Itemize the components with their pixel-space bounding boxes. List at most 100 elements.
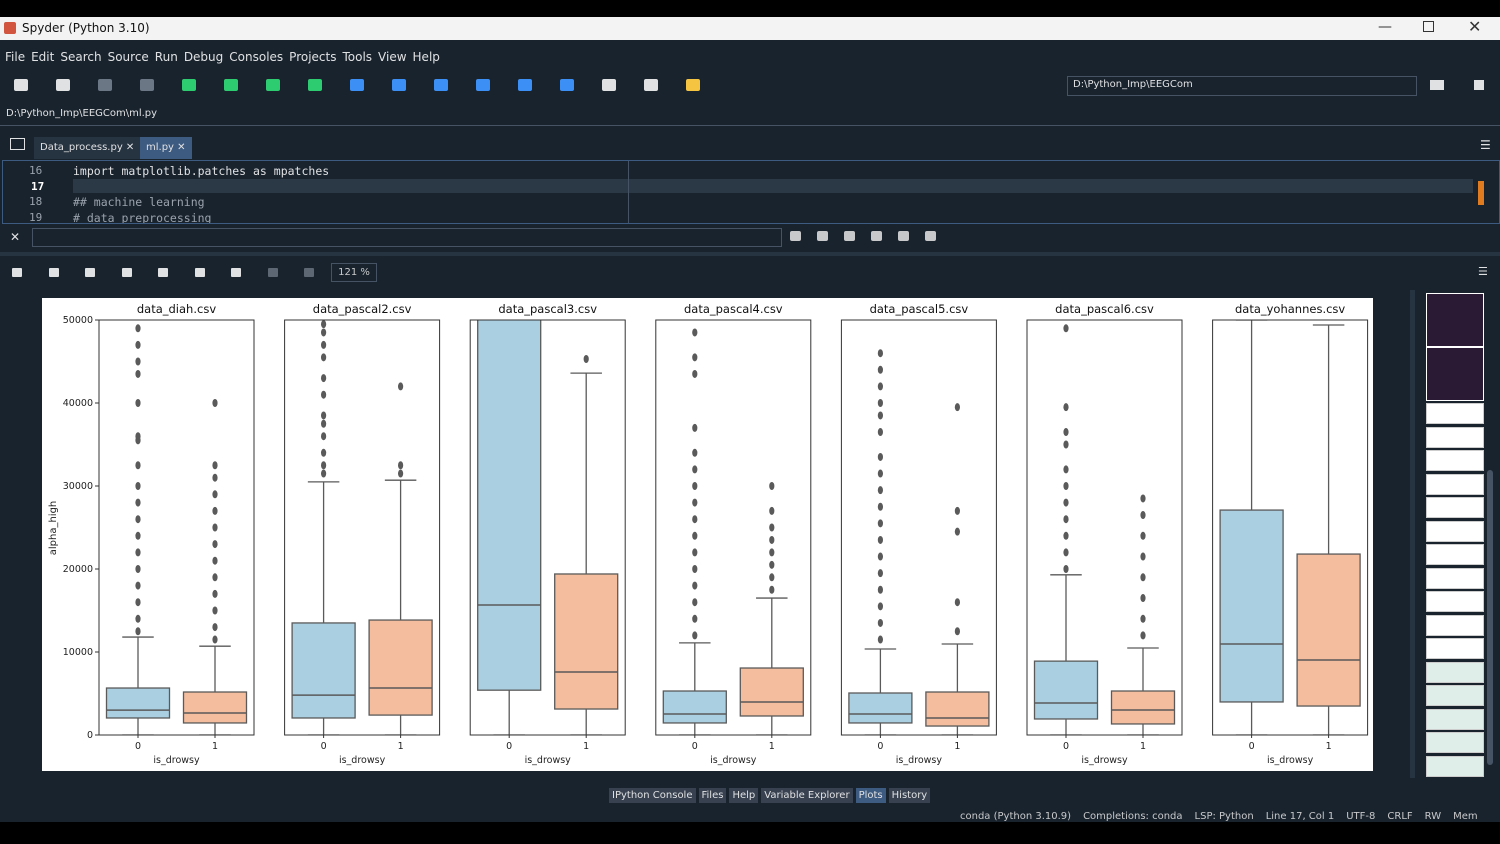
tool-icon[interactable]	[266, 79, 280, 91]
pane-tab[interactable]: Files	[698, 788, 727, 803]
tool-icon[interactable]	[98, 79, 112, 91]
parent-icon[interactable]	[1474, 80, 1484, 90]
thumbnail[interactable]	[1426, 403, 1484, 424]
file-path: D:\Python_Imp\EEGCom\ml.py	[6, 108, 158, 119]
thumbnail[interactable]	[1426, 450, 1484, 471]
find-icon[interactable]	[925, 231, 936, 241]
plot-tool[interactable]	[194, 268, 205, 277]
outlier	[135, 515, 141, 524]
pane-tab[interactable]: Help	[729, 788, 759, 803]
menu-item[interactable]: Search	[60, 50, 102, 64]
outlier	[1063, 531, 1069, 540]
thumbnail[interactable]	[1426, 708, 1484, 730]
tool-icon[interactable]	[476, 79, 490, 91]
find-icon[interactable]	[790, 231, 801, 241]
thumbnail[interactable]	[1426, 293, 1484, 347]
outlier	[1063, 565, 1069, 573]
editor-tab[interactable]: Data_process.py ✕	[34, 137, 141, 159]
menu-item[interactable]: Debug	[183, 50, 224, 64]
thumbnail[interactable]	[1426, 473, 1484, 495]
browse-tabs[interactable]	[10, 138, 25, 150]
panel	[477, 320, 619, 735]
tool-icon[interactable]	[602, 79, 616, 91]
tool-icon[interactable]	[560, 79, 574, 91]
tool-icon[interactable]	[140, 79, 154, 91]
thumbnail[interactable]	[1426, 347, 1484, 401]
pane-tab[interactable]: Plots	[855, 788, 886, 803]
tool-icon[interactable]	[392, 79, 406, 91]
outlier	[877, 469, 884, 478]
plot-tool[interactable]	[267, 268, 278, 277]
find-icon[interactable]	[817, 231, 828, 241]
minimize[interactable]: —	[1378, 19, 1392, 35]
tool-icon[interactable]	[56, 79, 70, 91]
outlier	[135, 627, 141, 636]
path-combo[interactable]: D:\Python_Imp\EEGCom	[1067, 76, 1417, 96]
menu-item[interactable]: Tools	[342, 50, 373, 64]
plot-tool[interactable]	[304, 268, 314, 277]
thumbnail[interactable]	[1426, 638, 1484, 659]
tool-icon[interactable]	[686, 79, 700, 91]
tool-icon[interactable]	[518, 79, 532, 91]
find-icon[interactable]	[844, 231, 855, 241]
menu-item[interactable]: Source	[107, 50, 149, 64]
thumbnail[interactable]	[1426, 755, 1484, 777]
tool-icon[interactable]	[350, 79, 364, 91]
thumbnail[interactable]	[1426, 520, 1484, 542]
thumbnail[interactable]	[1426, 426, 1484, 448]
thumbnail[interactable]	[1426, 661, 1484, 683]
plots-options[interactable]: ☰	[1478, 265, 1488, 278]
x-axis-label: is_drowsy	[1081, 755, 1128, 766]
browse-icon[interactable]	[1430, 80, 1444, 90]
menu-item[interactable]: File	[5, 50, 26, 64]
find-close[interactable]: ✕	[10, 230, 21, 244]
zoom-field[interactable]: 121 %	[331, 263, 377, 282]
plot-tool[interactable]	[48, 268, 59, 277]
panel	[1219, 320, 1361, 735]
plot-tool[interactable]	[85, 268, 95, 277]
outlier	[135, 565, 141, 573]
thumbnail[interactable]	[1426, 732, 1484, 753]
box	[182, 691, 248, 724]
outlier	[135, 581, 141, 590]
plot-tool[interactable]	[121, 268, 132, 277]
thumbnail[interactable]	[1426, 591, 1484, 612]
menu-item[interactable]: Edit	[31, 50, 55, 64]
pane-tab[interactable]: History	[888, 788, 931, 803]
code-editor[interactable]: 16 import matplotlib.patches as mpatches 1…	[2, 160, 1500, 224]
plot-tool[interactable]	[231, 268, 241, 277]
maximize[interactable]	[1423, 21, 1434, 32]
tool-icon[interactable]	[224, 79, 238, 91]
thumbnail[interactable]	[1426, 544, 1484, 565]
options-menu[interactable]: ☰	[1480, 138, 1491, 152]
outlier	[692, 465, 698, 474]
thumbnail[interactable]	[1426, 497, 1484, 518]
thumbnail[interactable]	[1426, 567, 1484, 589]
thumbnail[interactable]	[1426, 614, 1484, 636]
tool-icon[interactable]	[644, 79, 658, 91]
tool-icon[interactable]	[14, 79, 28, 91]
outlier	[212, 540, 218, 549]
menu-item[interactable]: View	[378, 50, 407, 64]
tool-icon[interactable]	[182, 79, 196, 91]
find-icon[interactable]	[871, 231, 882, 241]
outlier	[1140, 552, 1146, 561]
tool-icon[interactable]	[434, 79, 448, 91]
box	[1110, 690, 1176, 725]
menu-item[interactable]: Consoles	[229, 50, 284, 64]
close[interactable]: ✕	[1468, 17, 1482, 36]
x-tick-label: 0	[506, 741, 512, 752]
pane-tab[interactable]: Variable Explorer	[761, 788, 853, 803]
menu-item[interactable]: Help	[412, 50, 440, 64]
menu-item[interactable]: Run	[154, 50, 178, 64]
outlier	[692, 631, 698, 640]
menu-item[interactable]: Projects	[289, 50, 337, 64]
find-input[interactable]	[32, 228, 782, 247]
pane-tab[interactable]: IPython Console	[609, 788, 696, 803]
plot-tool[interactable]	[12, 268, 22, 277]
find-icon[interactable]	[898, 231, 909, 241]
plot-tool[interactable]	[158, 268, 168, 277]
thumbnail[interactable]	[1426, 685, 1484, 706]
tool-icon[interactable]	[308, 79, 322, 91]
editor-tab-active[interactable]: ml.py ✕	[140, 137, 192, 159]
